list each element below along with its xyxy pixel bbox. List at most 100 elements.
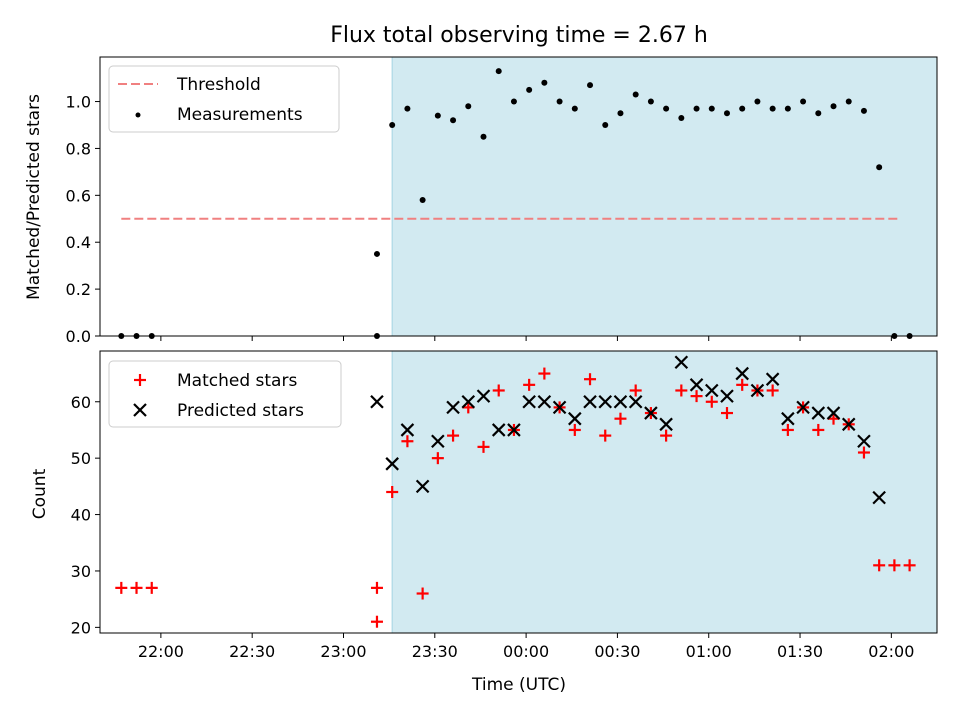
y-tick-label: 1.0: [66, 93, 91, 112]
measurement-point: [556, 98, 563, 105]
matched-star-point: [401, 435, 414, 448]
predicted-star-point: [461, 394, 476, 409]
predicted-star-point: [598, 394, 613, 409]
predicted-star-point: [583, 394, 597, 409]
predicted-star-point: [644, 406, 658, 420]
predicted-star-point: [628, 394, 643, 409]
matched-star-point: [115, 581, 128, 594]
y-tick-label: 0.8: [66, 139, 91, 158]
measurement-point: [739, 105, 746, 112]
legend-measurements-label: Measurements: [177, 105, 303, 125]
matched-star-point: [903, 559, 916, 572]
matched-star-point: [629, 384, 642, 397]
matched-star-point: [705, 395, 718, 408]
measurement-point: [526, 86, 533, 93]
predicted-star-point: [750, 383, 765, 398]
x-tick-label: 00:30: [594, 642, 640, 661]
top-plot-frame: [99, 56, 938, 337]
bottom-y-axis-label: Count: [30, 468, 50, 519]
predicted-star-point: [507, 423, 521, 437]
predicted-star-point: [491, 423, 506, 437]
legend-matched-swatch: [134, 374, 146, 386]
predicted-star-point: [431, 434, 445, 449]
predicted-star-point: [720, 389, 734, 403]
predicted-star-point: [857, 434, 871, 449]
matched-star-point: [538, 367, 551, 380]
legend-threshold-label: Threshold: [176, 75, 261, 95]
measurement-point: [587, 82, 594, 89]
measurement-point: [541, 79, 548, 86]
bottom-legend: Matched stars Predicted stars: [108, 360, 342, 428]
matched-star-point: [568, 423, 581, 436]
top-legend: Threshold Measurements: [108, 65, 340, 133]
matched-star-point: [477, 440, 490, 453]
matched-star-point: [827, 412, 840, 425]
matched-star-point: [370, 581, 383, 594]
x-axis-label: Time (UTC): [471, 675, 566, 695]
measurement-point: [419, 197, 426, 204]
y-tick-label: 0.4: [66, 233, 91, 252]
matched-star-point: [462, 401, 475, 414]
measurement-point: [693, 105, 700, 112]
top-y-axis-label: Matched/Predicted stars: [24, 94, 44, 300]
predicted-star-point: [796, 400, 810, 415]
x-tick-label: 01:30: [777, 642, 823, 661]
bottom-panel: 20 30 40 50 60 22:00 22:30 23:00 23:30 00:00 00:30…: [71, 350, 938, 661]
measurement-point: [678, 114, 685, 121]
matched-star-point: [873, 559, 886, 572]
x-tick-label: 22:00: [138, 642, 184, 661]
matched-star-point: [720, 407, 733, 420]
measurement-point: [389, 121, 396, 128]
measurement-point: [845, 98, 852, 105]
predicted-star-point: [370, 394, 384, 409]
predicted-star-point: [385, 457, 399, 471]
measurement-point: [769, 105, 776, 112]
x-tick-label: 00:00: [503, 642, 549, 661]
top-panel: 0.0 0.2 0.4 0.6 0.8 1.0: [66, 56, 938, 346]
y-tick-label: 0.6: [66, 186, 91, 205]
measurement-point: [784, 105, 791, 112]
predicted-star-point: [400, 423, 415, 437]
matched-star-point: [370, 615, 383, 628]
y-tick-label: 0.2: [66, 280, 91, 299]
predicted-star-point: [415, 479, 430, 494]
matched-star-point: [447, 429, 460, 442]
measurement-point: [876, 164, 883, 171]
matched-star-point: [431, 452, 444, 465]
predicted-star-point: [552, 400, 567, 415]
matched-star-point: [781, 423, 794, 436]
predicted-star-point: [735, 366, 749, 381]
measurement-point: [602, 121, 609, 128]
observing-window-shade: [392, 351, 937, 633]
measurement-point: [754, 98, 761, 105]
measurement-point: [815, 110, 822, 117]
matched-star-point: [888, 559, 901, 572]
matched-star-point: [523, 378, 536, 391]
predicted-star-point: [781, 411, 795, 426]
observing-window-shade: [392, 57, 937, 336]
matched-star-point: [857, 446, 870, 459]
legend-predicted-swatch: [133, 403, 147, 417]
matched-star-point: [130, 581, 143, 594]
x-tick-label: 22:30: [229, 642, 275, 661]
predicted-star-point: [872, 490, 886, 505]
y-tick-label: 30: [71, 562, 91, 581]
measurement-point: [480, 133, 487, 140]
measurement-point: [373, 250, 380, 257]
measurement-point: [465, 103, 472, 110]
matched-star-point: [812, 423, 825, 436]
predicted-star-point: [826, 406, 841, 420]
matched-star-point: [675, 384, 688, 397]
measurement-point: [617, 110, 624, 117]
measurement-point: [663, 105, 670, 112]
matched-star-point: [492, 384, 505, 397]
matched-star-point: [584, 373, 597, 386]
chart-title: Flux total observing time = 2.67 h: [330, 23, 708, 48]
matched-star-point: [416, 587, 429, 600]
predicted-star-point: [674, 355, 689, 370]
y-tick-label: 40: [71, 506, 91, 525]
x-tick-label: 23:00: [320, 642, 366, 661]
measurement-point: [800, 98, 807, 105]
legend-predicted-label: Predicted stars: [177, 401, 304, 421]
matched-star-point: [599, 429, 612, 442]
